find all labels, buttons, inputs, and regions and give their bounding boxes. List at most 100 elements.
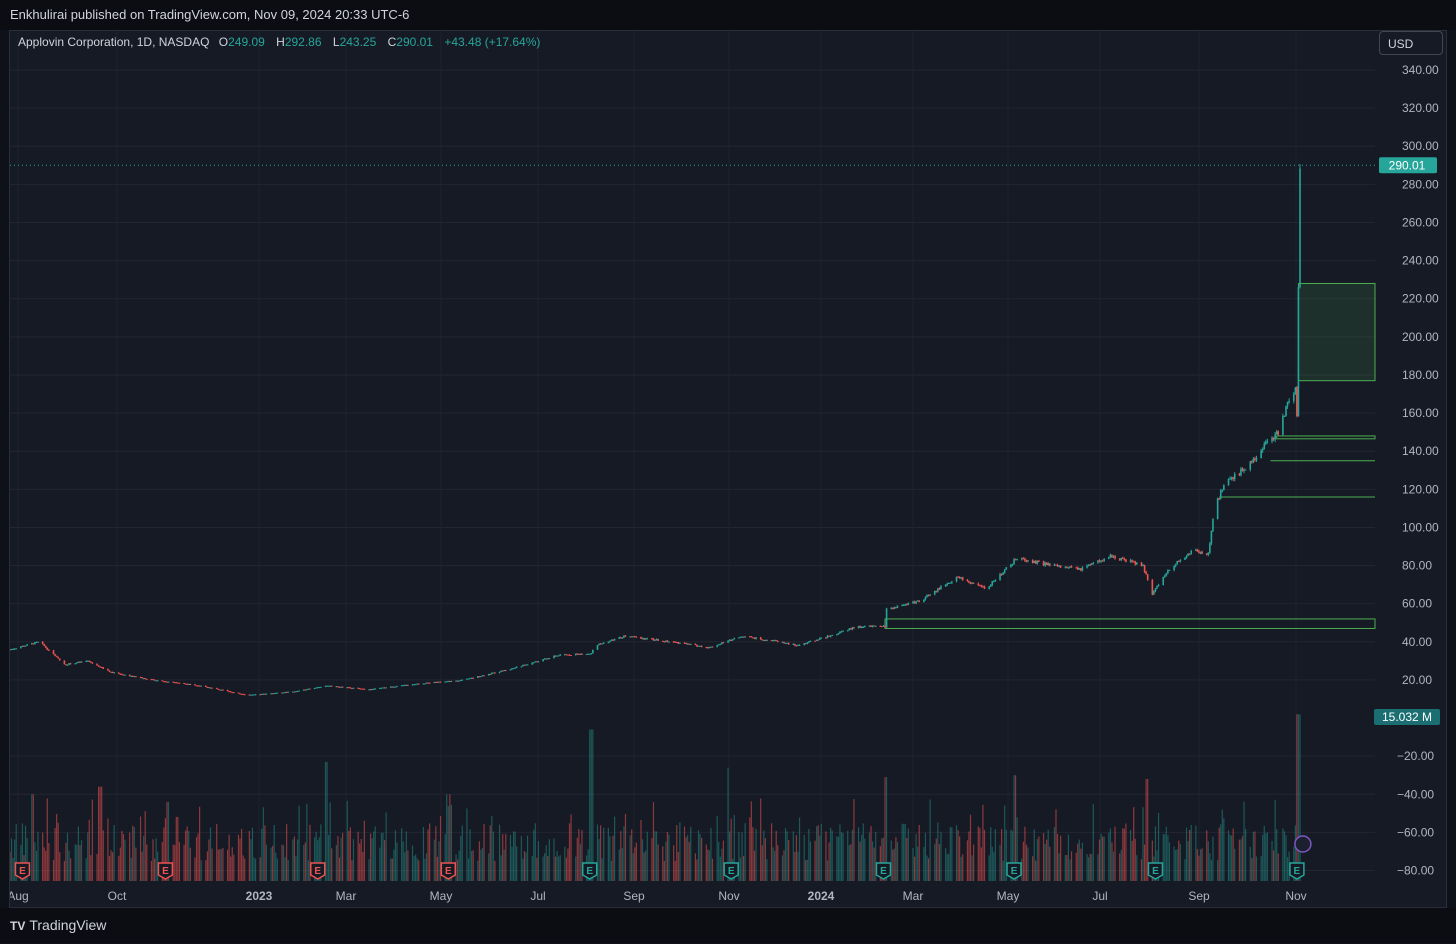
candle-body [400,685,403,687]
volume-bar [1243,801,1245,881]
candle-body [1176,561,1179,565]
volume-bar [273,824,275,881]
candle-body [287,691,290,693]
volume-bar [526,835,529,881]
volume-bar [946,854,948,881]
candle-body [794,644,796,646]
volume-bar [306,803,308,881]
volume-bar [24,825,27,881]
candle-body [128,674,131,677]
candle-body [512,668,515,670]
volume-bar [54,827,56,881]
candle-body [1097,560,1099,563]
chart-area[interactable]: E E E E E E E E E E 340.00 320.00 300.00 280.00 260.0… [9,30,1447,908]
volume-bar [938,844,941,881]
volume-bar [119,847,121,881]
candle-body [481,675,484,677]
candle-body [727,640,729,643]
volume-bar [596,824,599,881]
candle-body [276,692,279,694]
candle-body [581,653,583,655]
candle-body [731,639,734,641]
volume-bar [727,767,729,881]
volume-bar [589,729,591,881]
volume-bar [634,847,636,881]
candle-body [1187,553,1189,556]
candle-body [1067,567,1070,569]
candle-body [674,641,677,643]
volume-bar [118,855,120,881]
volume-bar [1125,823,1127,881]
earnings-letter: E [1294,866,1301,877]
volume-bar [1032,856,1034,881]
candle-body [864,625,866,627]
low-value: 243.25 [339,35,377,49]
volume-bar [1060,835,1062,881]
candle-body [792,644,795,646]
volume-bar [331,848,333,881]
candle-body [924,597,927,600]
candle-body [621,637,624,639]
volume-bar [1097,854,1099,881]
candle-body [574,653,577,656]
candle-body [206,687,209,689]
candle-body [131,675,134,677]
volume-bar [798,817,801,881]
candles [10,163,1301,696]
volume-bar [923,847,925,881]
volume-bar [272,845,274,881]
volume-bar [673,845,675,881]
candle-body [1081,567,1084,571]
volume-bar [553,838,555,881]
candle-body [231,692,234,694]
candle-body [739,636,742,638]
candle-body [884,625,886,628]
candle-body [688,643,690,645]
candle-body [175,682,178,684]
volume-bar [1091,854,1093,881]
volume-bar [840,831,843,881]
volume-bar [579,843,581,881]
candle-body [679,642,681,644]
volume-bar [197,833,199,881]
candle-body [643,638,645,640]
volume-bar [917,846,919,881]
candle-body [797,645,799,647]
candle-body [48,649,50,651]
candle-body [107,668,109,671]
candle-body [633,636,636,638]
volume-bar [973,844,975,881]
candle-body [969,582,972,584]
candle-body [1219,490,1222,499]
volume-bar [282,845,285,881]
volume-bar [764,838,766,881]
candle-body [759,637,762,640]
candle-body [455,680,457,682]
volume-bar [295,855,297,881]
volume-bar [1027,847,1029,881]
volume-bar [609,836,611,881]
candle-body [1254,458,1256,460]
candle-body [1263,443,1266,450]
candle-body [330,685,333,687]
candle-body [982,586,984,588]
candle-body [489,673,492,675]
candle-body [961,577,964,580]
candle-body [556,655,558,657]
currency-button[interactable]: USD [1379,31,1443,55]
candle-body [630,636,633,638]
candle-body [133,676,136,678]
volume-bar [912,848,914,881]
candle-body [80,661,83,663]
grid [10,31,1375,881]
volume-bar [820,823,822,881]
candle-body [402,685,405,687]
volume-bar [542,856,544,881]
volume-bar [1164,834,1166,881]
support-zone [1276,435,1376,440]
volume-bar [405,831,407,881]
volume-bar [982,804,984,881]
volume-bar [1296,714,1298,881]
candle-body [840,631,843,633]
price-chart[interactable]: E E E E E E E E E E 340.00 320.00 300.00 280.00 260.0… [10,31,1446,907]
